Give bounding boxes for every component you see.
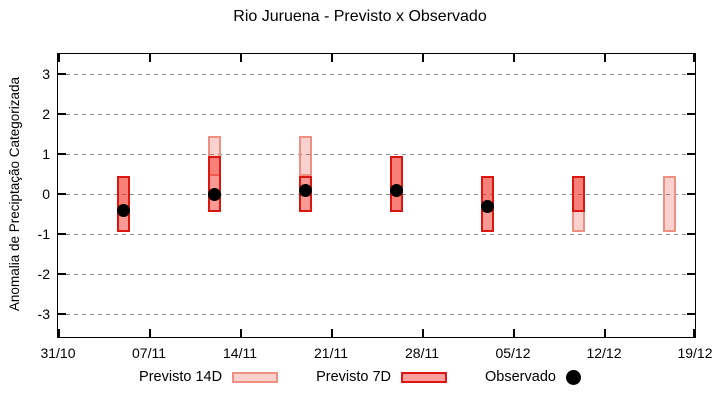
y-tick-right	[687, 153, 695, 155]
legend-label-previsto-14d: Previsto 14D	[139, 369, 223, 385]
y-tick-label: -1	[37, 226, 50, 242]
legend: Previsto 14D Previsto 7D Observado	[0, 369, 720, 385]
x-tick-top	[693, 54, 695, 62]
y-tick-right	[687, 113, 695, 115]
previsto-7d-bar	[207, 156, 221, 212]
observado-point	[298, 183, 312, 197]
x-tick-label: 12/12	[586, 345, 622, 361]
y-tick-left	[58, 73, 66, 75]
x-tick-bottom	[422, 329, 424, 337]
x-tick-top	[513, 54, 515, 62]
gridline-y-1	[58, 154, 695, 155]
x-tick-bottom	[693, 329, 695, 337]
y-tick-label: 2	[42, 106, 50, 122]
x-tick-bottom	[58, 329, 60, 337]
previsto-14d-bar	[298, 136, 312, 176]
observado-dot-icon	[565, 369, 581, 385]
gridline-y-3	[58, 74, 695, 75]
gridline-y--2	[58, 274, 695, 275]
legend-label-observado: Observado	[485, 369, 556, 385]
y-tick-right	[687, 273, 695, 275]
gridline-y--1	[58, 234, 695, 235]
observado-point	[116, 203, 130, 217]
legend-item-previsto-14d: Previsto 14D	[139, 369, 279, 385]
x-tick-label: 14/11	[223, 345, 257, 361]
x-tick-bottom	[149, 329, 151, 337]
x-tick-label: 05/12	[495, 345, 531, 361]
y-tick-right	[687, 73, 695, 75]
gridline-y--3	[58, 314, 695, 315]
chart-title: Rio Juruena - Previsto x Observado	[233, 8, 487, 25]
y-tick-label: 1	[42, 146, 50, 162]
y-tick-left	[58, 233, 66, 235]
x-tick-label: 31/10	[40, 345, 76, 361]
x-tick-top	[422, 54, 424, 62]
gridline-y-2	[58, 114, 695, 115]
x-tick-bottom	[240, 329, 242, 337]
x-tick-top	[331, 54, 333, 62]
y-tick-left	[58, 193, 66, 195]
observado-point	[207, 187, 221, 201]
legend-item-observado: Observado	[485, 369, 581, 385]
x-tick-top	[149, 54, 151, 62]
previsto-14d-swatch-icon	[232, 371, 279, 383]
x-tick-top	[58, 54, 60, 62]
observado-point	[389, 183, 403, 197]
x-tick-label: 07/11	[132, 345, 166, 361]
observado-point	[480, 199, 494, 213]
y-tick-right	[687, 193, 695, 195]
x-tick-bottom	[604, 329, 606, 337]
previsto-7d-swatch-icon	[401, 371, 448, 383]
y-tick-right	[687, 313, 695, 315]
y-tick-left	[58, 153, 66, 155]
x-tick-label: 28/11	[405, 345, 439, 361]
plot-area: 3 2 1 0 -1 -2 -3 31/10 07/11 14/11 21/11 28/11 05/12…	[38, 53, 713, 361]
x-tick-label: 19/12	[677, 345, 713, 361]
y-tick-label: 3	[42, 66, 50, 82]
x-tick-top	[240, 54, 242, 62]
previsto-7d-bar	[571, 176, 585, 212]
y-tick-label: 0	[42, 186, 50, 202]
legend-label-previsto-7d: Previsto 7D	[316, 369, 392, 385]
y-tick-left	[58, 113, 66, 115]
y-tick-right	[687, 233, 695, 235]
legend-item-previsto-7d: Previsto 7D	[316, 369, 448, 385]
y-tick-label: -2	[37, 266, 50, 282]
x-tick-top	[604, 54, 606, 62]
y-tick-left	[58, 313, 66, 315]
previsto-14d-bar	[662, 176, 676, 232]
y-tick-label: -3	[37, 306, 50, 322]
x-tick-label: 21/11	[314, 345, 348, 361]
y-tick-left	[58, 273, 66, 275]
gridline-y-0	[58, 194, 695, 195]
x-tick-bottom	[513, 329, 515, 337]
x-tick-bottom	[331, 329, 333, 337]
